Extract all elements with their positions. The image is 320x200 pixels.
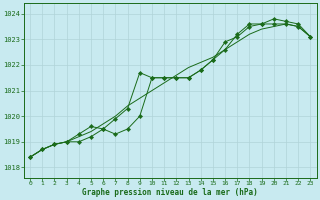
X-axis label: Graphe pression niveau de la mer (hPa): Graphe pression niveau de la mer (hPa)	[82, 188, 258, 197]
